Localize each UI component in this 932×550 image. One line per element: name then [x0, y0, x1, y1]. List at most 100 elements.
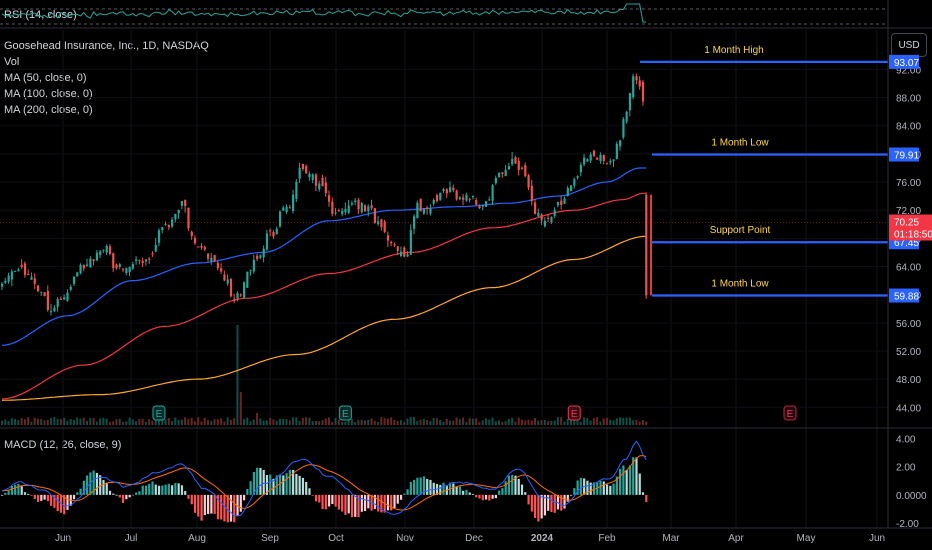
macd-histogram-bar	[23, 492, 27, 495]
volume-bar	[537, 420, 540, 425]
volume-bar	[69, 419, 72, 425]
ma200-line	[1, 235, 647, 401]
candle-body	[406, 254, 409, 257]
volume-bar	[89, 418, 92, 425]
macd-histogram-bar	[223, 494, 226, 522]
macd-histogram-bar	[635, 457, 638, 495]
macd-histogram-bar	[491, 494, 494, 499]
macd-histogram-bar	[27, 493, 30, 495]
volume-bar	[507, 418, 510, 425]
candle-body	[478, 205, 481, 209]
macd-histogram-bar	[553, 494, 556, 513]
indicator-ma200-label[interactable]: MA (200, close, 0)	[4, 104, 93, 116]
axis-labels-layer: 44.0048.0052.0056.0060.0064.0068.0072.00…	[55, 54, 932, 544]
volume-bar	[50, 417, 53, 425]
macd-histogram-bar	[43, 494, 46, 500]
macd-histogram-bar	[36, 494, 40, 502]
candle-body	[524, 165, 527, 177]
volume-bar	[135, 421, 138, 425]
macd-tick-label: 2.00	[896, 463, 916, 474]
rsi-layer	[0, 3, 888, 25]
volume-bar	[432, 418, 435, 425]
volume-bar	[272, 419, 275, 425]
volume-bar	[131, 419, 134, 425]
candle-body	[458, 197, 461, 200]
price-tick-label: 44.00	[896, 403, 921, 414]
time-tick-label: Mar	[662, 533, 680, 544]
volume-bar	[413, 417, 416, 425]
volume-bar	[350, 419, 353, 425]
price-tick-label: 56.00	[896, 319, 921, 330]
candle-body	[452, 187, 455, 191]
earnings-icon: E	[567, 405, 581, 421]
candle-body	[641, 81, 645, 102]
macd-histogram-bar	[439, 484, 442, 495]
candle-body	[128, 266, 131, 273]
macd-histogram-bar	[579, 477, 582, 495]
macd-histogram-bar	[566, 494, 569, 502]
macd-histogram-bar	[285, 473, 288, 495]
indicator-ma50-label[interactable]: MA (50, close, 0)	[4, 72, 87, 84]
volume-bar	[4, 419, 7, 425]
candle-body	[99, 251, 102, 256]
macd-histogram-bar	[262, 470, 265, 495]
currency-button[interactable]: USD	[891, 33, 927, 57]
candle-body	[370, 205, 373, 209]
candle-body	[645, 194, 648, 296]
candle-body	[409, 230, 412, 255]
macd-histogram-bar	[246, 488, 249, 495]
candle-body	[553, 210, 556, 216]
volume-bar	[416, 421, 419, 425]
volume-bar	[30, 421, 33, 425]
volume-bar	[560, 417, 563, 425]
volume-bar	[380, 417, 383, 425]
time-tick-label: Jun	[869, 533, 885, 544]
candle-body	[220, 268, 223, 272]
macd-histogram-bar	[393, 494, 396, 509]
candle-body	[455, 190, 458, 200]
volume-bar	[236, 325, 239, 425]
volume-bar	[324, 418, 327, 425]
macd-histogram-bar	[399, 494, 403, 500]
macd-histogram-bar	[347, 494, 350, 514]
candle-body	[583, 157, 586, 165]
volume-bar	[569, 419, 572, 425]
macd-histogram-bar	[95, 472, 99, 495]
volume-bar	[488, 419, 491, 425]
indicator-vol-label[interactable]: Vol	[4, 56, 20, 68]
candle-body	[579, 164, 582, 173]
macd-histogram-bar	[432, 482, 435, 495]
volume-layer	[1, 325, 648, 425]
candle-body	[236, 293, 239, 299]
candle-body	[23, 263, 27, 275]
macd-histogram-bar	[543, 494, 547, 516]
macd-histogram-bar	[50, 494, 53, 506]
candle-body	[164, 223, 167, 225]
candle-body	[125, 268, 128, 273]
volume-bar	[171, 421, 174, 425]
candle-body	[419, 198, 422, 212]
macd-histogram-bar	[148, 483, 151, 495]
macd-histogram-bar	[105, 483, 108, 495]
volume-bar	[406, 418, 409, 425]
macd-histogram-bar	[357, 494, 360, 518]
macd-histogram-bar	[413, 479, 416, 495]
macd-histogram-bar	[426, 478, 429, 495]
volume-bar	[193, 421, 196, 425]
indicator-ma100-label[interactable]: MA (100, close, 0)	[4, 88, 93, 100]
macd-histogram-bar	[540, 494, 543, 519]
indicator-rsi-label[interactable]: RSI (14, close)	[4, 9, 77, 21]
candle-body	[154, 244, 157, 252]
volume-bar	[455, 417, 458, 425]
volume-bar	[7, 420, 10, 425]
macd-histogram-bar	[586, 480, 589, 495]
candle-body	[494, 178, 497, 184]
macd-line	[1, 440, 647, 517]
symbol-title[interactable]: Goosehead Insurance, Inc., 1D, NASDAQ	[4, 40, 209, 52]
macd-tick-label: -2.00	[896, 519, 919, 530]
candle-body	[481, 205, 484, 207]
volume-bar	[66, 421, 69, 425]
candle-body	[46, 290, 49, 311]
candle-body	[569, 185, 573, 191]
